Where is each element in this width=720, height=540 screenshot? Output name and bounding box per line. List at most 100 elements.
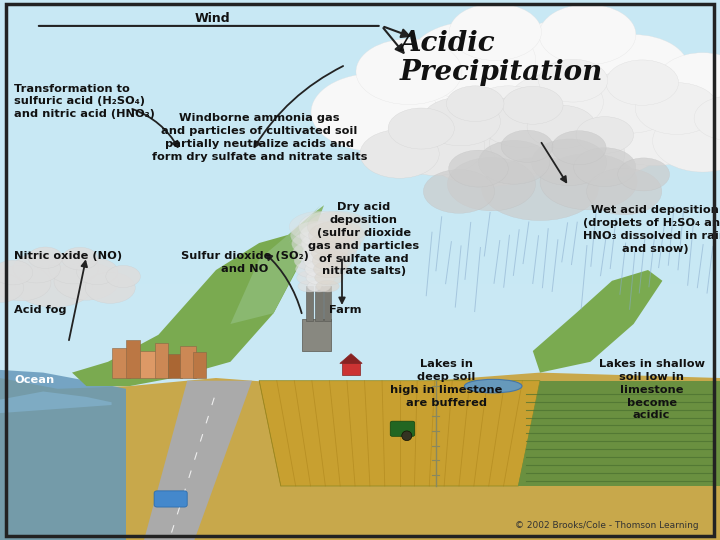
Polygon shape bbox=[259, 381, 540, 486]
FancyBboxPatch shape bbox=[324, 286, 331, 321]
Ellipse shape bbox=[387, 116, 485, 176]
Ellipse shape bbox=[694, 96, 720, 140]
Ellipse shape bbox=[579, 71, 680, 133]
Ellipse shape bbox=[601, 71, 720, 154]
Polygon shape bbox=[0, 373, 720, 540]
Ellipse shape bbox=[293, 241, 338, 264]
Bar bbox=[0, 27, 720, 40]
Ellipse shape bbox=[508, 73, 603, 131]
Ellipse shape bbox=[15, 265, 93, 307]
FancyBboxPatch shape bbox=[140, 351, 156, 378]
Bar bbox=[0, 472, 720, 486]
Ellipse shape bbox=[446, 86, 504, 122]
Ellipse shape bbox=[652, 110, 720, 172]
Ellipse shape bbox=[425, 116, 554, 186]
Bar bbox=[0, 378, 720, 392]
Bar bbox=[0, 135, 720, 148]
Ellipse shape bbox=[301, 231, 352, 256]
Bar bbox=[0, 284, 720, 297]
Polygon shape bbox=[144, 381, 252, 540]
Polygon shape bbox=[0, 392, 112, 413]
Bar bbox=[0, 40, 720, 54]
Text: Lakes in
deep soil
high in limestone
are buffered: Lakes in deep soil high in limestone are… bbox=[390, 359, 503, 408]
Ellipse shape bbox=[539, 4, 636, 65]
Ellipse shape bbox=[354, 52, 510, 147]
Bar bbox=[0, 94, 720, 108]
Text: Sulfur dioxide (SO₂)
and NO: Sulfur dioxide (SO₂) and NO bbox=[181, 251, 309, 274]
Ellipse shape bbox=[590, 90, 720, 166]
Ellipse shape bbox=[618, 158, 670, 191]
Bar bbox=[0, 432, 720, 445]
Ellipse shape bbox=[518, 45, 691, 145]
Ellipse shape bbox=[423, 170, 495, 213]
Bar bbox=[0, 324, 720, 338]
FancyBboxPatch shape bbox=[390, 421, 415, 436]
FancyBboxPatch shape bbox=[193, 352, 206, 378]
Text: Acidic
Precipitation: Acidic Precipitation bbox=[400, 30, 603, 86]
Ellipse shape bbox=[540, 153, 637, 210]
Bar bbox=[0, 486, 720, 500]
Ellipse shape bbox=[312, 251, 352, 271]
Bar bbox=[0, 256, 720, 270]
Ellipse shape bbox=[54, 262, 119, 300]
Polygon shape bbox=[288, 205, 320, 243]
Ellipse shape bbox=[415, 52, 622, 164]
Ellipse shape bbox=[0, 273, 24, 302]
Ellipse shape bbox=[490, 112, 598, 174]
Ellipse shape bbox=[578, 35, 689, 104]
Ellipse shape bbox=[503, 19, 637, 102]
Bar bbox=[0, 526, 720, 540]
FancyBboxPatch shape bbox=[112, 348, 130, 378]
Bar bbox=[0, 310, 720, 324]
Bar bbox=[0, 68, 720, 81]
Ellipse shape bbox=[449, 3, 541, 60]
Ellipse shape bbox=[297, 271, 325, 285]
Ellipse shape bbox=[356, 39, 462, 105]
Bar bbox=[0, 513, 720, 526]
Text: Dry acid
deposition
(sulfur dioxide
gas and particles
of sulfate and
nitrate sal: Dry acid deposition (sulfur dioxide gas … bbox=[308, 202, 419, 276]
Ellipse shape bbox=[606, 60, 678, 105]
Ellipse shape bbox=[539, 59, 608, 102]
Polygon shape bbox=[533, 270, 662, 373]
Ellipse shape bbox=[28, 247, 63, 268]
Ellipse shape bbox=[503, 86, 563, 124]
Bar bbox=[0, 176, 720, 189]
Text: Lakes in shallow
soil low in
limestone
become
acidic: Lakes in shallow soil low in limestone b… bbox=[598, 359, 705, 420]
Ellipse shape bbox=[13, 254, 60, 283]
Ellipse shape bbox=[480, 96, 564, 147]
Ellipse shape bbox=[0, 260, 33, 285]
Ellipse shape bbox=[310, 231, 361, 256]
FancyBboxPatch shape bbox=[180, 346, 196, 378]
Ellipse shape bbox=[388, 108, 454, 149]
Ellipse shape bbox=[447, 157, 536, 211]
Ellipse shape bbox=[635, 83, 719, 134]
Bar bbox=[0, 418, 720, 432]
Bar bbox=[0, 189, 720, 202]
Ellipse shape bbox=[574, 147, 636, 186]
Bar bbox=[0, 351, 720, 364]
Ellipse shape bbox=[449, 150, 508, 187]
Text: Acid fog: Acid fog bbox=[14, 305, 67, 315]
Ellipse shape bbox=[304, 251, 343, 271]
Ellipse shape bbox=[106, 266, 140, 287]
Ellipse shape bbox=[295, 261, 330, 278]
Ellipse shape bbox=[305, 261, 339, 278]
Ellipse shape bbox=[48, 253, 99, 284]
Ellipse shape bbox=[307, 280, 330, 292]
Ellipse shape bbox=[552, 131, 606, 165]
Polygon shape bbox=[72, 235, 317, 386]
Ellipse shape bbox=[302, 241, 348, 264]
Ellipse shape bbox=[292, 231, 343, 256]
Ellipse shape bbox=[657, 53, 720, 111]
Ellipse shape bbox=[311, 73, 438, 151]
Bar bbox=[0, 202, 720, 216]
FancyBboxPatch shape bbox=[155, 343, 168, 378]
Ellipse shape bbox=[76, 259, 118, 285]
Ellipse shape bbox=[409, 22, 536, 99]
FancyBboxPatch shape bbox=[302, 319, 331, 351]
Ellipse shape bbox=[313, 261, 348, 278]
Ellipse shape bbox=[316, 280, 339, 292]
Ellipse shape bbox=[85, 272, 135, 303]
Bar bbox=[0, 230, 720, 243]
Ellipse shape bbox=[306, 271, 335, 285]
